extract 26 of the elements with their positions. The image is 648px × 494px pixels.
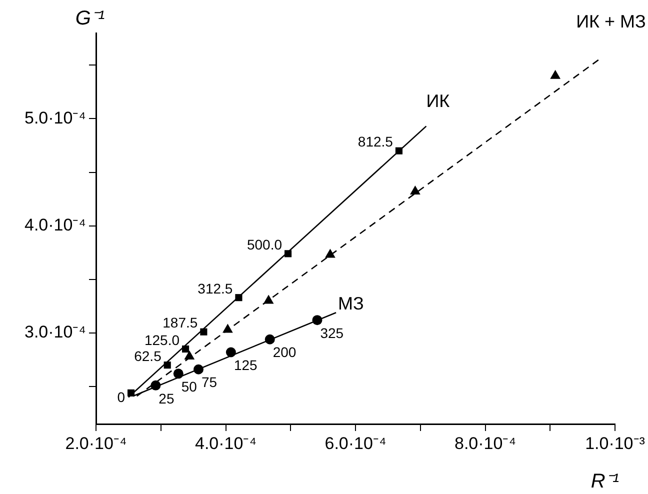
x-tick-label: 6.0·10⁻⁴ <box>324 434 386 453</box>
series-label: МЗ <box>338 294 364 314</box>
annotation: 187.5 <box>162 314 198 331</box>
x-tick-label: 8.0·10⁻⁴ <box>454 434 516 453</box>
annotation: 125 <box>234 357 258 374</box>
annotation: 75 <box>202 374 218 390</box>
x-tick-label: 4.0·10⁻⁴ <box>194 434 257 453</box>
y-axis-title: G⁻¹ <box>75 8 105 30</box>
annotation: 25 <box>158 390 174 406</box>
series-label: ИК + МЗ <box>576 12 646 32</box>
annotation: 200 <box>272 344 296 360</box>
y-tick-label: 5.0·10⁻⁴ <box>24 108 86 128</box>
x-tick-label: 2.0·10⁻⁴ <box>65 434 127 453</box>
annotation: 325 <box>320 324 344 341</box>
y-tick-label: 3.0·10⁻⁴ <box>24 322 86 342</box>
x-tick-label: 1.0·10⁻³ <box>585 434 646 453</box>
x-axis-title: R⁻¹ <box>590 470 620 493</box>
annotation: 500.0 <box>246 236 282 253</box>
annotation: 312.5 <box>198 280 233 296</box>
annotation: 62.5 <box>134 348 162 364</box>
annotation: 50 <box>181 378 198 395</box>
series-label: ИК <box>426 91 450 112</box>
y-tick-label: 4.0·10⁻⁴ <box>24 216 86 235</box>
annotation: 0 <box>117 388 126 405</box>
annotation: 812.5 <box>358 134 394 150</box>
annotation: 125.0 <box>144 332 180 348</box>
